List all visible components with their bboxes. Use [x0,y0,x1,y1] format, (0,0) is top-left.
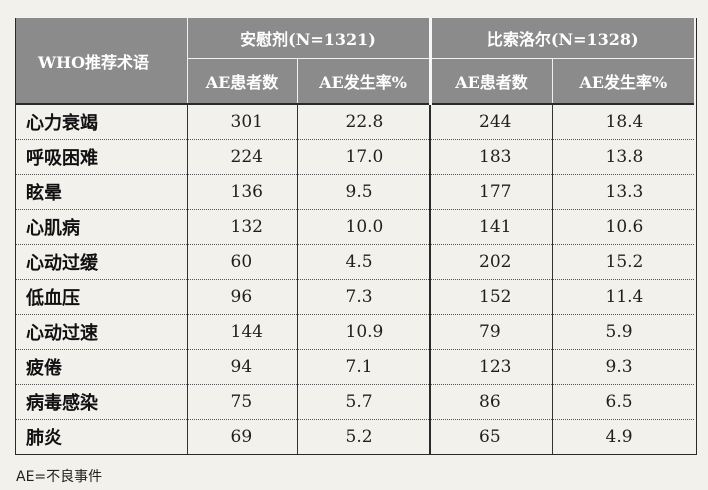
header-row-subcolumns: AE患者数 AE发生率% AE患者数 AE发生率% [16,58,694,105]
cell-bisoprolol-ae-rate: 11.4 [551,279,694,315]
cell-bisoprolol-ae-count: 65 [429,419,553,454]
cell-bisoprolol-ae-rate: 18.4 [551,103,694,140]
table-row: 疲倦 94 7.1 123 9.3 [16,349,694,385]
cell-placebo-ae-rate: 4.5 [296,244,431,280]
header-bisoprolol-ae-rate: AE发生率% [551,58,694,105]
cell-placebo-ae-rate: 10.9 [296,314,431,350]
cell-placebo-ae-count: 136 [186,174,298,210]
cell-placebo-ae-count: 60 [186,244,298,280]
cell-term: 肺炎 [16,419,188,454]
table-row: 心动过速 144 10.9 79 5.9 [16,314,694,350]
cell-placebo-ae-count: 132 [186,209,298,245]
cell-term: 心动过速 [16,314,188,350]
cell-term: 低血压 [16,279,188,315]
cell-term: 眩晕 [16,174,188,210]
table-row: 眩晕 136 9.5 177 13.3 [16,174,694,210]
cell-bisoprolol-ae-count: 79 [429,314,553,350]
header-placebo-group: 安慰剂(N=1321) [186,18,431,59]
cell-placebo-ae-count: 224 [186,139,298,175]
cell-term: 呼吸困难 [16,139,188,175]
cell-bisoprolol-ae-rate: 10.6 [551,209,694,245]
cell-bisoprolol-ae-rate: 4.9 [551,419,694,454]
cell-term: 心动过缓 [16,244,188,280]
cell-bisoprolol-ae-rate: 13.3 [551,174,694,210]
cell-term: 心肌病 [16,209,188,245]
cell-placebo-ae-rate: 17.0 [296,139,431,175]
cell-bisoprolol-ae-rate: 13.8 [551,139,694,175]
cell-term: 病毒感染 [16,384,188,420]
cell-bisoprolol-ae-count: 86 [429,384,553,420]
table-row: 病毒感染 75 5.7 86 6.5 [16,384,694,420]
table-body: 心力衰竭 301 22.8 244 18.4 呼吸困难 224 17.0 183 13.8 眩晕 13… [16,103,694,454]
header-row-groups: WHO推荐术语 安慰剂(N=1321) 比索洛尔(N=1328) [16,18,694,105]
table-row: 肺炎 69 5.2 65 4.9 [16,419,694,454]
cell-placebo-ae-rate: 7.1 [296,349,431,385]
cell-placebo-ae-count: 301 [186,103,298,140]
cell-placebo-ae-rate: 5.7 [296,384,431,420]
cell-term: 疲倦 [16,349,188,385]
cell-placebo-ae-rate: 7.3 [296,279,431,315]
header-term: WHO推荐术语 [16,18,188,105]
footnote: AE=不良事件 [16,469,103,485]
cell-bisoprolol-ae-rate: 9.3 [551,349,694,385]
cell-bisoprolol-ae-rate: 5.9 [551,314,694,350]
header-bisoprolol-ae-count: AE患者数 [428,58,553,105]
table-row: 呼吸困难 224 17.0 183 13.8 [16,139,694,175]
table-row: 心力衰竭 301 22.8 244 18.4 [16,103,694,140]
table-row: 心肌病 132 10.0 141 10.6 [16,209,694,245]
cell-bisoprolol-ae-count: 202 [429,244,553,280]
header-placebo-ae-rate: AE发生率% [296,58,431,105]
cell-bisoprolol-ae-rate: 6.5 [551,384,694,420]
cell-placebo-ae-count: 94 [186,349,298,385]
header-placebo-ae-count: AE患者数 [186,58,298,105]
table-header: WHO推荐术语 安慰剂(N=1321) 比索洛尔(N=1328) AE患者数 A… [16,18,694,105]
cell-placebo-ae-count: 75 [186,384,298,420]
header-bisoprolol-group: 比索洛尔(N=1328) [428,18,694,59]
table-row: 低血压 96 7.3 152 11.4 [16,279,694,315]
cell-bisoprolol-ae-count: 123 [429,349,553,385]
cell-bisoprolol-ae-count: 244 [429,103,553,140]
cell-placebo-ae-rate: 5.2 [296,419,431,454]
adverse-events-table-container: WHO推荐术语 安慰剂(N=1321) 比索洛尔(N=1328) AE患者数 A… [15,18,697,455]
cell-placebo-ae-rate: 9.5 [296,174,431,210]
cell-bisoprolol-ae-count: 177 [429,174,553,210]
cell-bisoprolol-ae-count: 183 [429,139,553,175]
cell-placebo-ae-rate: 10.0 [296,209,431,245]
cell-term: 心力衰竭 [16,103,188,140]
cell-placebo-ae-count: 96 [186,279,298,315]
cell-placebo-ae-count: 69 [186,419,298,454]
cell-bisoprolol-ae-count: 141 [429,209,553,245]
cell-placebo-ae-count: 144 [186,314,298,350]
cell-bisoprolol-ae-rate: 15.2 [551,244,694,280]
table-row: 心动过缓 60 4.5 202 15.2 [16,244,694,280]
cell-placebo-ae-rate: 22.8 [296,103,431,140]
adverse-events-table: WHO推荐术语 安慰剂(N=1321) 比索洛尔(N=1328) AE患者数 A… [16,18,694,454]
cell-bisoprolol-ae-count: 152 [429,279,553,315]
